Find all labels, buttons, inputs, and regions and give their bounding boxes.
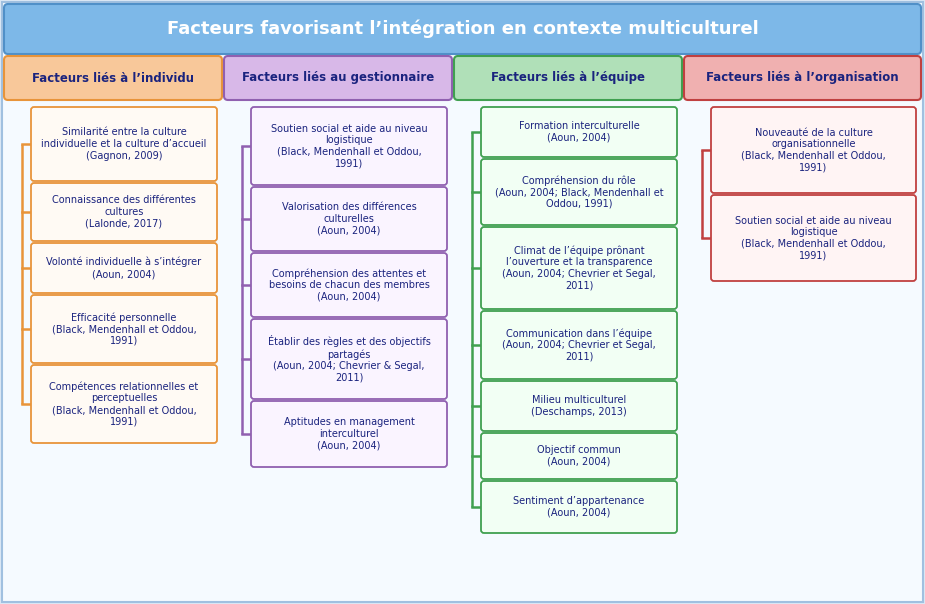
FancyBboxPatch shape	[251, 319, 447, 399]
Text: Facteurs liés à l’individu: Facteurs liés à l’individu	[32, 71, 194, 85]
Text: Climat de l’équipe prônant
l’ouverture et la transparence
(Aoun, 2004; Chevrier : Climat de l’équipe prônant l’ouverture e…	[502, 245, 656, 291]
Text: Sentiment d’appartenance
(Aoun, 2004): Sentiment d’appartenance (Aoun, 2004)	[513, 496, 645, 518]
Text: Nouveauté de la culture
organisationnelle
(Black, Mendenhall et Oddou,
1991): Nouveauté de la culture organisationnell…	[741, 127, 886, 172]
FancyBboxPatch shape	[4, 56, 222, 100]
FancyBboxPatch shape	[4, 4, 921, 54]
FancyBboxPatch shape	[711, 195, 916, 281]
Text: Établir des règles et des objectifs
partagés
(Aoun, 2004; Chevrier & Segal,
2011: Établir des règles et des objectifs part…	[267, 335, 430, 383]
Text: Compétences relationnelles et
perceptuelles
(Black, Mendenhall et Oddou,
1991): Compétences relationnelles et perceptuel…	[49, 381, 199, 426]
FancyBboxPatch shape	[31, 295, 217, 363]
Text: Connaissance des différentes
cultures
(Lalonde, 2017): Connaissance des différentes cultures (L…	[52, 196, 196, 228]
FancyBboxPatch shape	[684, 56, 921, 100]
Text: Communication dans l’équipe
(Aoun, 2004; Chevrier et Segal,
2011): Communication dans l’équipe (Aoun, 2004;…	[502, 328, 656, 362]
Text: Efficacité personnelle
(Black, Mendenhall et Oddou,
1991): Efficacité personnelle (Black, Mendenhal…	[52, 312, 196, 346]
Text: Soutien social et aide au niveau
logistique
(Black, Mendenhall et Oddou,
1991): Soutien social et aide au niveau logisti…	[271, 124, 427, 169]
FancyBboxPatch shape	[251, 253, 447, 317]
Text: Formation interculturelle
(Aoun, 2004): Formation interculturelle (Aoun, 2004)	[519, 121, 639, 143]
FancyBboxPatch shape	[711, 107, 916, 193]
Text: Similarité entre la culture
individuelle et la culture d’accueil
(Gagnon, 2009): Similarité entre la culture individuelle…	[42, 127, 206, 161]
Text: Facteurs liés au gestionnaire: Facteurs liés au gestionnaire	[241, 71, 434, 85]
Text: Facteurs favorisant l’intégration en contexte multiculturel: Facteurs favorisant l’intégration en con…	[166, 20, 758, 38]
Text: Facteurs liés à l’organisation: Facteurs liés à l’organisation	[706, 71, 899, 85]
Text: Valorisation des différences
culturelles
(Aoun, 2004): Valorisation des différences culturelles…	[281, 202, 416, 236]
FancyBboxPatch shape	[251, 401, 447, 467]
Text: Soutien social et aide au niveau
logistique
(Black, Mendenhall et Oddou,
1991): Soutien social et aide au niveau logisti…	[735, 216, 892, 260]
FancyBboxPatch shape	[251, 107, 447, 185]
Text: Aptitudes en management
interculturel
(Aoun, 2004): Aptitudes en management interculturel (A…	[284, 417, 414, 451]
FancyBboxPatch shape	[481, 107, 677, 157]
FancyBboxPatch shape	[31, 107, 217, 181]
FancyBboxPatch shape	[481, 227, 677, 309]
FancyBboxPatch shape	[224, 56, 452, 100]
FancyBboxPatch shape	[481, 381, 677, 431]
FancyBboxPatch shape	[31, 183, 217, 241]
Text: Objectif commun
(Aoun, 2004): Objectif commun (Aoun, 2004)	[537, 445, 621, 467]
FancyBboxPatch shape	[31, 365, 217, 443]
Text: Milieu multiculturel
(Deschamps, 2013): Milieu multiculturel (Deschamps, 2013)	[531, 395, 627, 417]
Text: Compréhension des attentes et
besoins de chacun des membres
(Aoun, 2004): Compréhension des attentes et besoins de…	[268, 268, 429, 302]
FancyBboxPatch shape	[454, 56, 682, 100]
FancyBboxPatch shape	[31, 243, 217, 293]
FancyBboxPatch shape	[481, 311, 677, 379]
FancyBboxPatch shape	[481, 481, 677, 533]
Text: Volonté individuelle à s’intégrer
(Aoun, 2004): Volonté individuelle à s’intégrer (Aoun,…	[46, 257, 202, 279]
FancyBboxPatch shape	[481, 159, 677, 225]
Text: Facteurs liés à l’équipe: Facteurs liés à l’équipe	[491, 71, 645, 85]
FancyBboxPatch shape	[251, 187, 447, 251]
Text: Compréhension du rôle
(Aoun, 2004; Black, Mendenhall et
Oddou, 1991): Compréhension du rôle (Aoun, 2004; Black…	[495, 175, 663, 209]
FancyBboxPatch shape	[481, 433, 677, 479]
